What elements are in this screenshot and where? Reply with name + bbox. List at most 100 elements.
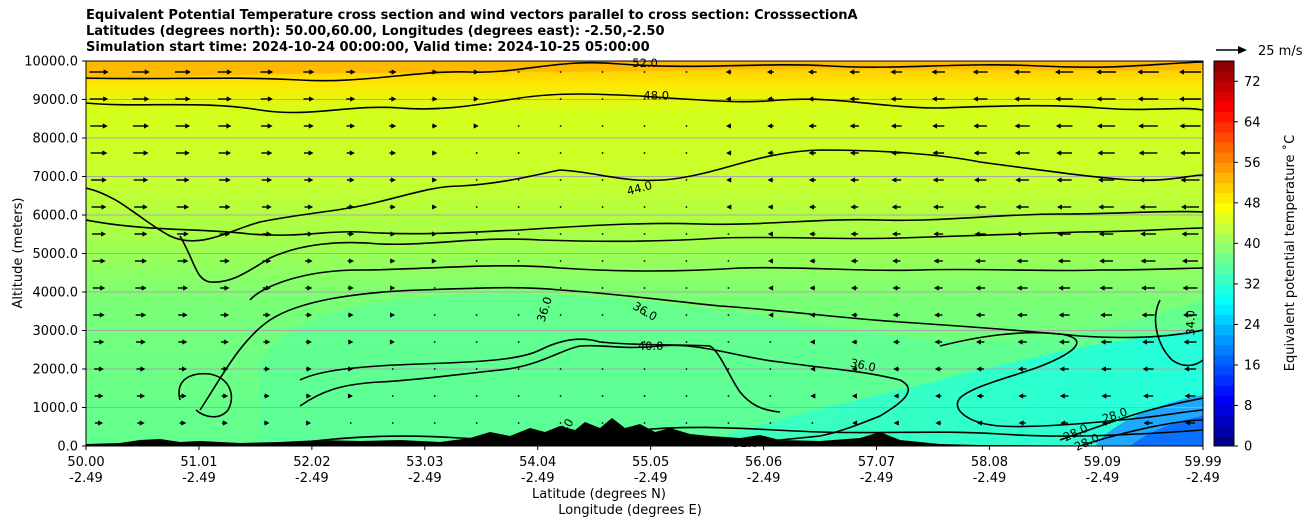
wind-vector-217 [135,285,147,291]
x-tick-lat-6: 56.06 [745,455,782,470]
contour-label-10: 34.0 [1184,310,1198,336]
wind-vector-206 [809,258,816,264]
wind-vector-120 [601,179,604,181]
wind-vector-181 [891,231,901,237]
wind-vector-20 [931,69,945,75]
contour-40a [179,227,1203,283]
wind-vector-200 [559,260,562,262]
wind-vector-288 [851,339,858,345]
wind-vector-335 [559,395,562,397]
wind-vector-257 [685,314,688,316]
colorbar-swatch-8 [1214,354,1234,366]
wind-vector-284 [685,341,688,343]
wind-vector-342 [851,393,857,399]
wind-vector-240 [1099,285,1113,291]
colorbar-swatch-16 [1214,273,1234,285]
colorbar-swatch-33 [1214,101,1234,113]
wind-vector-177 [727,233,730,235]
x-tick-lon-4: -2.49 [521,471,555,486]
wind-vector-214 [1140,258,1156,264]
wind-vector-208 [892,258,901,264]
colorbar-swatch-0 [1214,435,1234,447]
wind-vector-155 [932,204,944,210]
wind-vector-79 [1138,123,1158,129]
wind-vector-113 [304,177,314,183]
wind-vector-331 [391,395,394,397]
colorbar-swatch-9 [1214,344,1234,356]
contour-label-0: 52.0 [632,56,658,70]
wind-vector-54 [90,123,108,129]
wind-vector-149 [685,206,688,208]
wind-vector-167 [304,231,313,237]
wind-vector-17 [808,69,817,75]
wind-vector-24 [1096,69,1117,75]
x-tick-lat-10: 59.99 [1184,455,1221,470]
wind-vector-108 [91,177,107,183]
wind-vector-281 [559,341,562,343]
wind-vector-52 [1137,96,1159,102]
wind-vector-346 [1018,393,1027,399]
wind-vector-278 [433,341,436,343]
colorbar-swatch-32 [1214,111,1234,123]
wind-vector-334 [517,395,520,397]
wind-vector-58 [261,123,273,129]
colorbar-swatch-21 [1214,223,1234,234]
wind-vector-371 [935,420,942,426]
wind-vector-69 [725,123,731,129]
wind-vector-122 [685,179,688,181]
wind-vector-132 [1097,177,1115,183]
wind-vector-198 [475,260,478,262]
wind-vector-293 [1058,339,1070,345]
x-tick-lat-3: 53.03 [406,455,443,470]
wind-vector-318 [976,366,985,372]
wind-vector-166 [262,231,272,237]
wind-vector-271 [136,339,146,345]
wind-vector-225 [475,287,478,289]
wind-vector-139 [261,204,272,210]
wind-vector-289 [892,339,900,345]
chart-title: Equivalent Potential Temperature cross s… [86,8,858,56]
wind-vector-354 [221,420,228,426]
colorbar-tick-label-6: 48 [1244,196,1261,211]
colorbar-tick-label-1: 8 [1244,399,1252,414]
x-axis-label-2: Longitude (degrees E) [558,503,702,518]
wind-vector-137 [176,204,190,210]
wind-vector-104 [1056,150,1073,156]
colorbar-tick-label-8: 64 [1244,115,1261,130]
wind-vector-138 [219,204,231,210]
wind-vector-91 [517,152,520,154]
wind-vector-159 [1098,204,1114,210]
wind-vector-267 [1100,312,1113,318]
wind-vector-95 [685,152,688,154]
title-line-1: Equivalent Potential Temperature cross s… [86,8,858,23]
wind-vector-376 [1143,420,1153,426]
wind-vector-207 [850,258,858,264]
wind-vector-46 [890,96,902,102]
wind-vector-16 [766,69,774,75]
contour-44 [86,149,1203,242]
wind-vector-124 [767,177,774,183]
wind-vector-71 [808,123,817,129]
wind-vector-13 [643,71,646,73]
wind-vector-68 [685,125,688,127]
colorbar-frame [1213,60,1235,447]
contour-label-5: 40.0 [638,339,664,353]
wind-vector-302 [306,366,312,372]
wind-vector-210 [974,258,986,264]
colorbar: 0 8 16 24 32 40 48 56 64 72 [1213,60,1261,455]
colorbar-swatch-7 [1214,364,1234,376]
wind-vector-315 [851,366,857,372]
contour-36b [299,344,909,445]
wind-vector-211 [1016,258,1028,264]
wind-vector-2 [174,69,191,75]
wind-vector-279 [475,341,478,343]
wind-vector-168 [347,231,355,237]
wind-vector-348 [1101,393,1111,399]
wind-vector-264 [975,312,985,318]
wind-vector-30 [218,96,232,102]
wind-vector-173 [559,233,562,235]
field-cold-core [1130,416,1203,446]
wind-vector-75 [973,123,988,129]
wind-vector-231 [727,287,730,289]
wind-vector-83 [176,150,190,156]
